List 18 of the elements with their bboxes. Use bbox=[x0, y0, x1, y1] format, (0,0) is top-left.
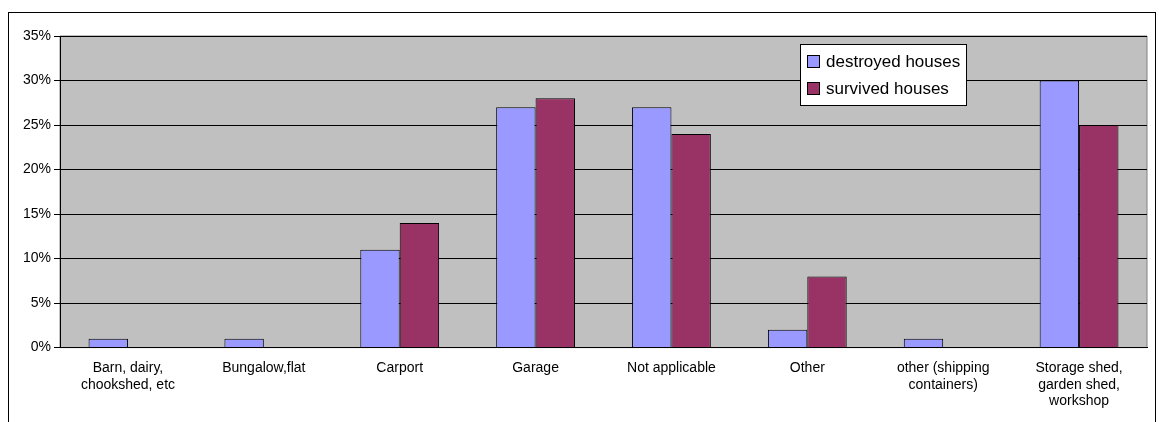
x-tick-label: Carport bbox=[376, 358, 424, 375]
legend-label: survived houses bbox=[826, 78, 949, 100]
y-tick-label: 30% bbox=[22, 71, 52, 88]
x-tick-label: other (shipping containers) bbox=[896, 358, 990, 392]
y-tick-label: 25% bbox=[22, 115, 52, 132]
x-tick-label: Bungalow,flat bbox=[222, 358, 306, 375]
x-tick-label: Storage shed, garden shed, workshop bbox=[1035, 358, 1123, 409]
x-tick-label: Garage bbox=[512, 358, 560, 375]
y-tick-label: 0% bbox=[30, 338, 52, 355]
x-tick-label: Other bbox=[789, 358, 826, 375]
y-tick-label: 35% bbox=[22, 26, 52, 43]
y-tick-label: 15% bbox=[22, 204, 52, 221]
x-tick-label: Barn, dairy, chookshed, etc bbox=[80, 358, 176, 392]
y-tick-label: 20% bbox=[22, 160, 52, 177]
y-tick-label: 5% bbox=[30, 293, 52, 310]
x-tick-label: Not applicable bbox=[627, 358, 717, 375]
y-tick-label: 10% bbox=[22, 249, 52, 266]
legend-label: destroyed houses bbox=[826, 51, 961, 73]
